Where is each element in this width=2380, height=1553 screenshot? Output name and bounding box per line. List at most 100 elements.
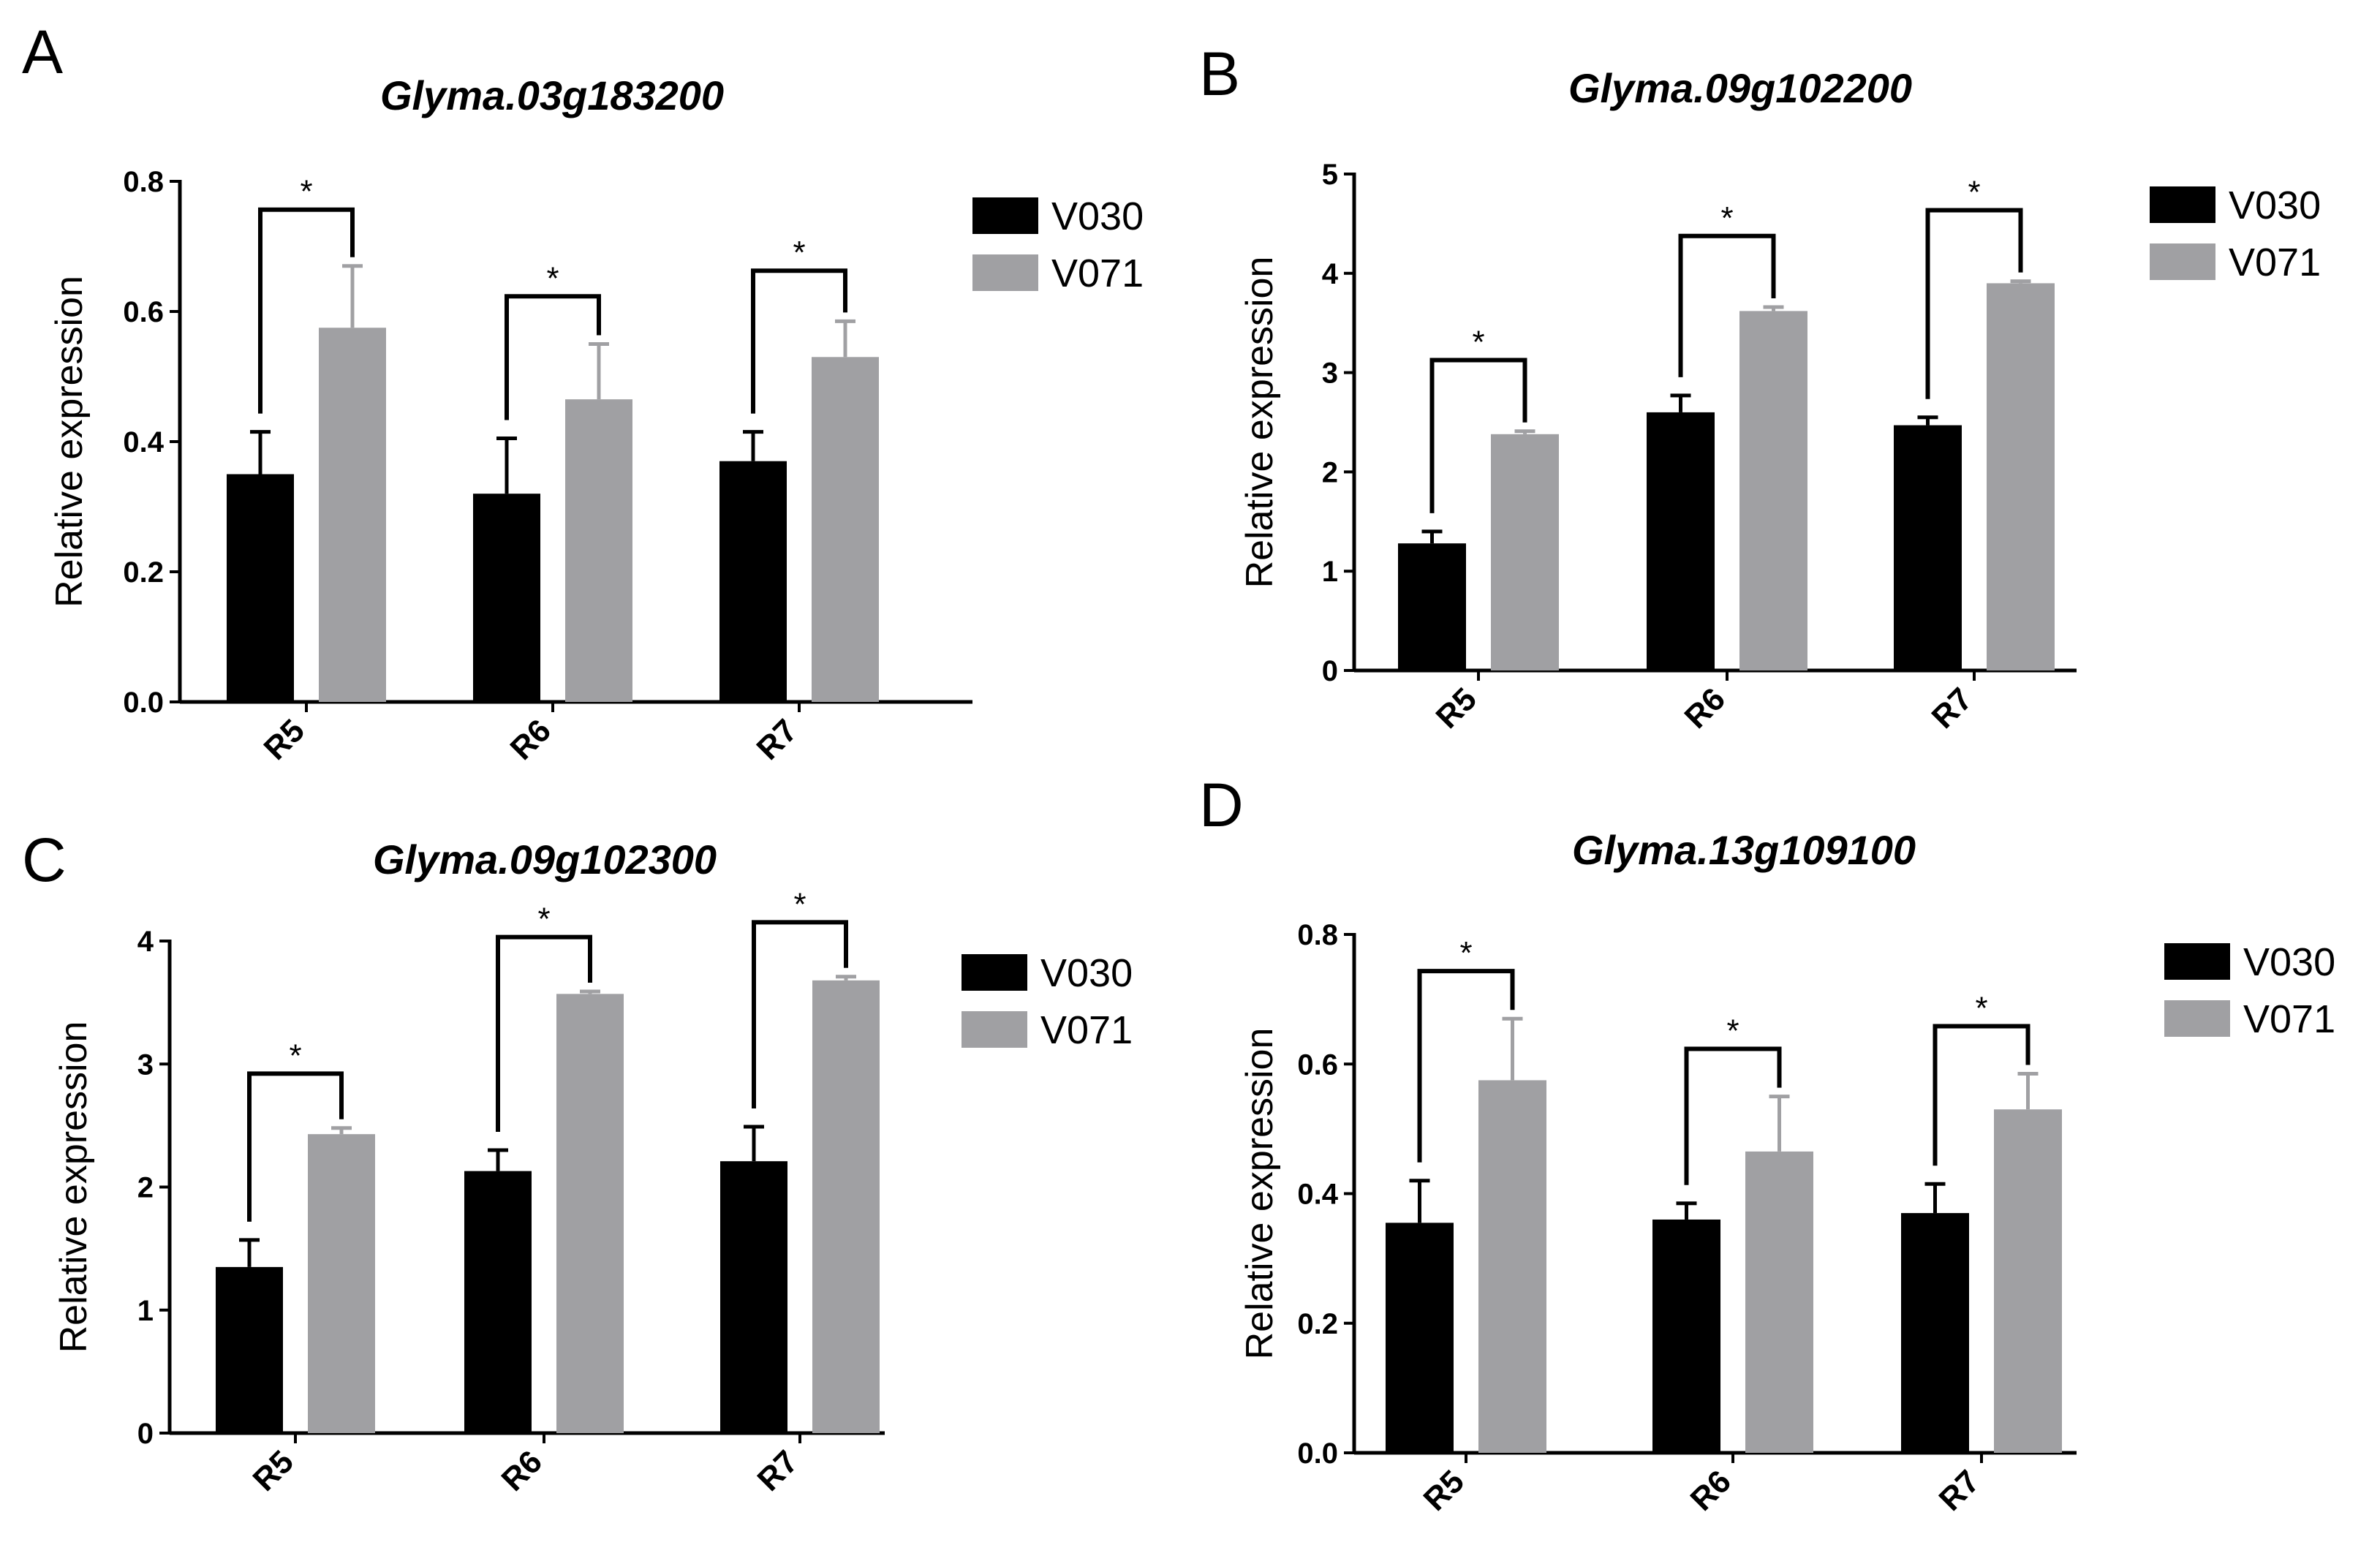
y-tick-label: 4 xyxy=(1322,258,1339,290)
significance-bracket xyxy=(1933,1024,2030,1166)
y-tick-label: 0.6 xyxy=(123,296,164,328)
bar-v071-r6 xyxy=(1745,1151,1813,1453)
chart-panel-c: C Glyma.09g102300 0 1 2 3 4 Relative expression… xyxy=(22,825,1133,1498)
x-tick-label: R5 xyxy=(246,1444,301,1498)
y-tick-label: 3 xyxy=(137,1048,154,1081)
significance-star: * xyxy=(1975,990,1987,1026)
significance-bracket xyxy=(1925,208,2023,399)
y-tick-label: 0.6 xyxy=(1297,1048,1338,1081)
legend-swatch-v071 xyxy=(972,254,1038,291)
legend-swatch-v071 xyxy=(2150,243,2215,280)
chart-panel-a: A Glyma.03g183200 0.0 0.2 0.4 0.6 0.8 Relative … xyxy=(22,18,1144,767)
y-axis-label: Relative expression xyxy=(1239,1028,1281,1360)
bar-v030-r7 xyxy=(720,1161,787,1433)
significance-star: * xyxy=(1968,174,1980,210)
bar-v030-r6 xyxy=(1647,412,1715,670)
legend-label-v071: V071 xyxy=(2229,241,2321,284)
bar-v030-r6 xyxy=(1652,1219,1720,1453)
significance-star: * xyxy=(1472,325,1484,360)
x-tick-label: R6 xyxy=(1678,681,1732,736)
x-tick-label: R6 xyxy=(495,1444,549,1498)
y-tick-label: 0.4 xyxy=(1297,1179,1338,1211)
x-tick-label: R7 xyxy=(750,713,804,767)
y-tick-label: 0 xyxy=(1322,655,1338,687)
significance-bracket xyxy=(751,268,847,414)
significance-bracket xyxy=(247,1071,344,1222)
y-axis-label: Relative expression xyxy=(48,276,91,608)
bar-v030-r5 xyxy=(227,474,294,702)
bar-v030-r6 xyxy=(473,494,540,702)
bar-v030-r6 xyxy=(464,1171,532,1433)
y-axis-label: Relative expression xyxy=(1239,257,1281,589)
x-tick-label: R5 xyxy=(1417,1464,1471,1518)
chart-title: Glyma.13g109100 xyxy=(1572,827,1916,873)
significance-star: * xyxy=(793,235,805,271)
bar-v071-r7 xyxy=(1994,1109,2062,1453)
significance-star: * xyxy=(300,174,312,210)
bar-v071-r6 xyxy=(556,994,624,1433)
legend-label-v071: V071 xyxy=(1051,252,1144,295)
bar-v071-r7 xyxy=(812,357,879,702)
y-tick-label: 0.4 xyxy=(123,426,164,458)
significance-star: * xyxy=(1459,935,1472,971)
panel-letter: A xyxy=(22,18,63,86)
significance-star: * xyxy=(1720,200,1733,236)
y-tick-label: 0.2 xyxy=(123,556,164,589)
legend-label-v030: V030 xyxy=(2243,940,2335,984)
panel-letter: C xyxy=(22,825,67,894)
x-tick-label: R6 xyxy=(504,713,558,767)
legend-swatch-v030 xyxy=(2150,186,2215,223)
bar-v071-r7 xyxy=(1987,283,2055,670)
bar-v071-r6 xyxy=(1739,311,1807,670)
y-tick-label: 1 xyxy=(1322,556,1338,588)
legend-label-v071: V071 xyxy=(1040,1008,1133,1052)
bar-v071-r6 xyxy=(565,399,632,702)
legend-label-v030: V030 xyxy=(1040,951,1133,995)
x-tick-label: R7 xyxy=(1933,1464,1987,1518)
legend-swatch-v071 xyxy=(962,1011,1027,1048)
chart-panel-b: B Glyma.09g102200 0 1 2 3 4 5 Relative expressio… xyxy=(1199,39,2321,736)
significance-star: * xyxy=(537,902,550,937)
bar-v030-r7 xyxy=(1894,425,1962,670)
x-tick-label: R5 xyxy=(1429,681,1484,736)
y-tick-label: 5 xyxy=(1322,159,1338,191)
bar-v030-r7 xyxy=(719,461,787,702)
y-tick-label: 0.0 xyxy=(1297,1437,1338,1470)
significance-bracket xyxy=(258,207,355,414)
y-tick-label: 3 xyxy=(1322,358,1338,390)
significance-bracket xyxy=(1417,969,1515,1163)
legend-label-v030: V030 xyxy=(2229,184,2321,227)
bar-v071-r5 xyxy=(1478,1080,1546,1453)
bar-v030-r7 xyxy=(1901,1213,1969,1453)
legend-swatch-v030 xyxy=(2164,943,2230,980)
legend-label-v030: V030 xyxy=(1051,194,1144,238)
significance-bracket xyxy=(496,934,592,1133)
bar-v030-r5 xyxy=(1386,1223,1454,1453)
significance-bracket xyxy=(1684,1046,1782,1185)
bar-v030-r5 xyxy=(216,1266,283,1433)
significance-star: * xyxy=(1726,1013,1739,1048)
chart-title: Glyma.09g102300 xyxy=(373,836,717,883)
y-tick-label: 4 xyxy=(137,926,154,958)
chart-title: Glyma.03g183200 xyxy=(380,72,724,118)
chart-title: Glyma.09g102200 xyxy=(1568,65,1912,111)
legend-swatch-v030 xyxy=(962,954,1027,991)
y-tick-label: 0.2 xyxy=(1297,1308,1338,1340)
legend-swatch-v071 xyxy=(2164,1000,2230,1037)
y-tick-label: 1 xyxy=(137,1295,154,1327)
significance-star: * xyxy=(793,886,806,922)
significance-bracket xyxy=(1678,233,1776,377)
y-tick-label: 2 xyxy=(137,1172,154,1204)
y-axis-label: Relative expression xyxy=(53,1021,95,1353)
chart-panel-d: D Glyma.13g109100 0.0 0.2 0.4 0.6 0.8 Relative … xyxy=(1199,771,2335,1518)
bar-v071-r7 xyxy=(812,980,880,1433)
y-tick-label: 0.8 xyxy=(1297,919,1338,951)
y-tick-label: 0.8 xyxy=(123,166,164,198)
x-tick-label: R6 xyxy=(1684,1464,1738,1518)
panel-letter: D xyxy=(1199,771,1244,839)
panel-letter: B xyxy=(1199,39,1240,108)
y-tick-label: 0.0 xyxy=(123,687,164,719)
bar-v071-r5 xyxy=(319,328,386,702)
x-tick-label: R7 xyxy=(1925,681,1979,736)
